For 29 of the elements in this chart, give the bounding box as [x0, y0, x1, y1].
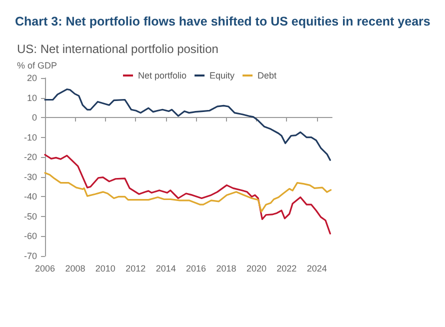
legend-label: Equity: [210, 70, 236, 80]
line-series: [44, 172, 332, 212]
y-tick-label: -60: [24, 231, 37, 242]
chart-subtitle: US: Net international portfolio position: [17, 42, 218, 56]
x-tick-label: 2006: [34, 264, 56, 274]
y-tick-label: -30: [24, 172, 37, 182]
y-tick-label: -50: [24, 211, 37, 222]
y-tick-label: 0: [32, 112, 37, 123]
x-tick-label: 2018: [216, 264, 236, 274]
x-tick-label: 2008: [65, 264, 86, 274]
legend-label: Net portfolio: [138, 70, 187, 80]
y-tick-label: -70: [24, 251, 37, 261]
y-tick-label: 10: [26, 92, 37, 103]
line-series: [44, 154, 331, 234]
x-tick-label: 2022: [276, 264, 297, 274]
y-tick-label: -20: [24, 152, 37, 162]
y-tick-label: -40: [24, 192, 37, 202]
chart-title: Chart 3: Net portfolio flows have shifted to US equities in recent years: [15, 14, 430, 28]
x-tick-label: 2024: [306, 264, 327, 274]
x-tick-label: 2012: [126, 264, 146, 274]
legend-label: Debt: [258, 70, 278, 80]
x-tick-label: 2020: [246, 264, 266, 274]
line-series: [44, 88, 331, 161]
x-tick-label: 2016: [186, 264, 206, 274]
x-tick-label: 2010: [95, 264, 116, 274]
x-tick-label: 2014: [156, 264, 176, 274]
y-tick-label: 20: [26, 73, 37, 83]
y-tick-label: -10: [24, 132, 37, 142]
y-axis-title: % of GDP: [17, 60, 58, 70]
